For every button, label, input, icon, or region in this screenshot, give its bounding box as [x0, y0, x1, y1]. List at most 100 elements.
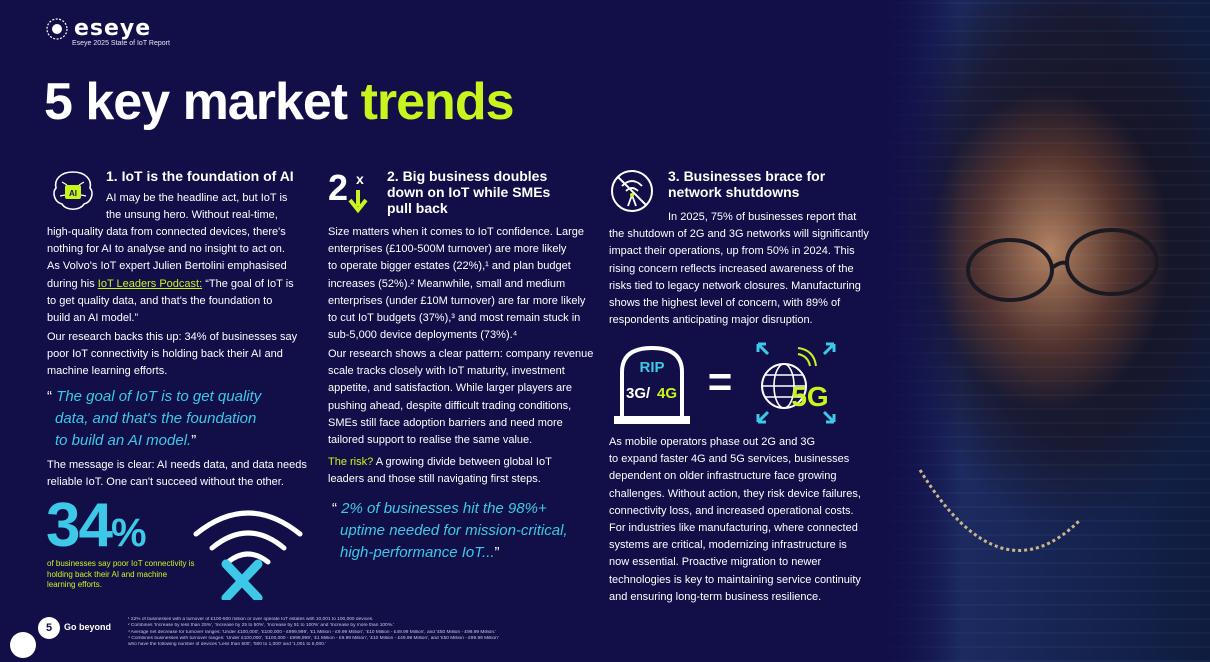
text-line: reliable IoT. One can't succeed without …	[47, 476, 284, 489]
text-line: AI may be the headline act, but IoT is	[106, 192, 288, 204]
quote-text: 2% of businesses hit the 98%+	[341, 500, 547, 517]
trend-3-p1: In 2025, 75% of businesses report that t…	[609, 209, 889, 329]
stat-unit: %	[110, 511, 147, 555]
text-line: poor IoT connectivity is holding back th…	[47, 348, 283, 361]
quote-line: high-performance IoT...”	[332, 542, 568, 564]
text-line: the shutdown of 2G and 3G networks will …	[609, 228, 869, 241]
text-line: scale tracks closely with IoT maturity, …	[328, 365, 565, 378]
no-signal-icon	[611, 170, 653, 212]
text-line: As mobile operators phase out 2G and 3G	[609, 436, 816, 448]
text-line: technologies is key to maintaining servi…	[609, 573, 861, 586]
trend-1-intro-a: AI may be the headline act, but IoT is t…	[106, 190, 287, 224]
heading-line: 2. Big business doubles	[387, 168, 548, 184]
text-line: to operate bigger estates (22%),¹ and pl…	[328, 260, 571, 273]
footnote: ⁴ Combines businesses with turnover rang…	[128, 635, 499, 641]
photo-fade	[880, 0, 960, 662]
text-line: Our research shows a clear pattern: comp…	[328, 348, 594, 360]
text-line: leaders and those still navigating first…	[328, 473, 541, 486]
footnote: ³ Average net decrease for turnover rang…	[128, 629, 497, 635]
text-line: to get quality data, and that's the foun…	[47, 294, 273, 307]
hero-photo	[880, 0, 1210, 662]
footer-decoration	[10, 632, 36, 658]
quote-close: ”	[191, 432, 197, 449]
footnote: ¹ 22% of businesses with a turnover of £…	[128, 617, 374, 622]
text-line: systems are critical, modernizing infras…	[609, 539, 847, 552]
text-line: The risk? A growing divide between globa…	[328, 454, 608, 471]
quote-close: ”	[494, 544, 500, 561]
footnotes: ¹ 22% of businesses with a turnover of £…	[128, 617, 598, 648]
text-line: increases (52%).² Meanwhile, small and m…	[328, 277, 566, 290]
text-line: The message is clear: AI needs data, and…	[47, 459, 307, 471]
trend-2-p2: Our research shows a clear pattern: comp…	[328, 346, 608, 449]
trend-1-quote: “ The goal of IoT is to get quality data…	[47, 386, 261, 452]
fiveg-label: 5G	[791, 381, 828, 412]
quote-text: data, and that's the foundation	[55, 410, 257, 427]
podcast-link[interactable]: IoT Leaders Podcast:	[97, 277, 203, 290]
tomb-4g: 4G	[657, 385, 677, 402]
page-title-plain: 5 key market	[44, 73, 348, 131]
text-line: impact their operations, up from 50% in …	[609, 245, 855, 258]
ai-brain-icon: AI	[53, 171, 93, 211]
trend-1-conclusion: The message is clear: AI needs data, and…	[47, 457, 317, 491]
trend-1-research: Our research backs this up: 34% of busin…	[47, 329, 317, 381]
text-line: to cut IoT budgets (37%),³ and most rema…	[328, 312, 581, 325]
icon-sup: x	[356, 171, 364, 187]
risk-label: The risk?	[328, 456, 374, 468]
text-line: enterprises (£100-500M turnover) are mor…	[328, 243, 567, 256]
text-fragment: during his	[47, 277, 98, 290]
quote-line: data, and that's the foundation	[47, 408, 261, 430]
text-line: Our research backs this up: 34% of busin…	[47, 331, 298, 343]
network-shutdown-graphic: RIP 3G/ 4G = 5G	[614, 342, 836, 424]
tomb-3g: 3G/	[626, 385, 651, 402]
tomb-rip: RIP	[639, 359, 664, 376]
text-line: now essential. Proactive migration to ne…	[609, 556, 822, 569]
trend-2-p1: Size matters when it comes to IoT confid…	[328, 224, 608, 344]
text-line: and ensuring long-term business resilien…	[609, 590, 822, 603]
quote-open: “	[332, 500, 342, 517]
page-number: 5	[38, 617, 60, 639]
trend-2-heading: 2. Big business doubles down on IoT whil…	[387, 168, 550, 216]
text-line: For industries like manufacturing, where…	[609, 522, 858, 535]
text-line: Size matters when it comes to IoT confid…	[328, 226, 584, 238]
text-fragment: A growing divide between global IoT	[373, 456, 552, 468]
trend-1-intro-b: high-quality data from connected devices…	[47, 224, 317, 327]
text-line: respondents anticipating major disruptio…	[609, 314, 813, 327]
text-line: challenges. Without action, they risk de…	[609, 487, 861, 500]
quote-line: “ The goal of IoT is to get quality	[47, 386, 261, 408]
text-line: dependent on older infrastructure face g…	[609, 470, 837, 483]
text-line: to expand faster 4G and 5G services, bus…	[609, 453, 850, 466]
text-line-with-link: during his IoT Leaders Podcast: “The goa…	[47, 276, 317, 293]
trend-1-heading: 1. IoT is the foundation of AI	[106, 168, 294, 184]
page-title-accent: trends	[360, 73, 515, 131]
globe-icon: 5G	[756, 342, 836, 424]
footnote: ² Combines 'Increase by less than 25%', …	[128, 623, 395, 629]
quote-text: uptime needed for mission-critical,	[340, 522, 568, 539]
text-line: high-quality data from connected devices…	[47, 226, 286, 238]
text-line: pushing ahead, despite difficult trading…	[328, 399, 572, 412]
svg-text:AI: AI	[69, 189, 77, 198]
quote-text: The goal of IoT is to get quality	[56, 388, 262, 405]
trend-2-quote: “ 2% of businesses hit the 98%+ uptime n…	[332, 498, 568, 564]
arrow-down-icon: 2 x	[328, 167, 368, 214]
quote-line: to build an AI model.”	[47, 430, 261, 452]
quote-text: to build an AI model.	[55, 432, 192, 449]
glasses-icon	[918, 228, 1159, 552]
quote-line: “ 2% of businesses hit the 98%+	[332, 498, 568, 520]
text-line: machine learning efforts.	[47, 365, 168, 378]
tombstone-icon: RIP 3G/ 4G	[614, 345, 690, 424]
heading-line: pull back	[387, 200, 448, 216]
brand-logo: eseye	[46, 16, 151, 41]
quote-line: uptime needed for mission-critical,	[332, 520, 568, 542]
equals-sign: =	[708, 358, 733, 405]
text-line: connectivity loss, and increased operati…	[609, 504, 854, 517]
trend-3-p2: As mobile operators phase out 2G and 3G …	[609, 434, 894, 606]
stat-34-percent: 34%	[46, 494, 147, 565]
text-line: appetite, and satisfaction. While larger…	[328, 382, 572, 395]
footnote: who have the following number of devices…	[128, 642, 327, 648]
text-line: nothing for AI to analyse and no insight…	[47, 243, 285, 256]
text-line: tailored support to realise the same val…	[328, 434, 533, 447]
text-line: shows the highest level of concern, with…	[609, 297, 841, 310]
text-line: risks tied to legacy network closures. M…	[609, 279, 861, 292]
text-line: sub-5,000 device deployments (73%).⁴	[328, 329, 518, 342]
